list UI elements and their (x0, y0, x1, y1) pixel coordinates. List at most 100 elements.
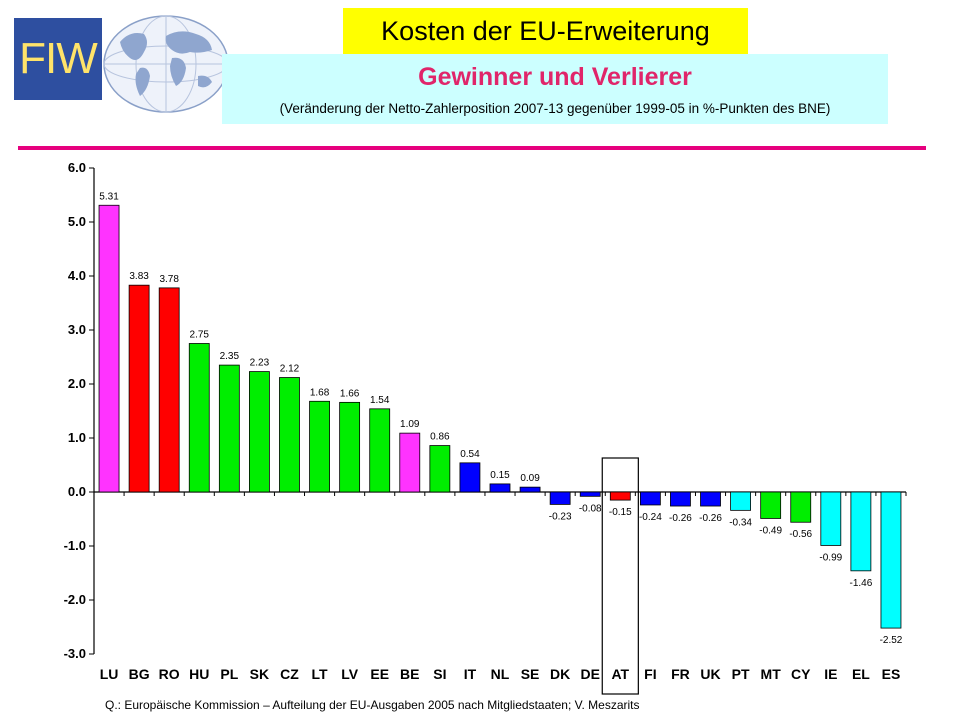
bar-bg (128, 284, 150, 493)
fiw-logo: FIW (14, 18, 102, 100)
category-label: HU (189, 666, 209, 682)
bar-ee (369, 408, 391, 493)
category-label: DK (550, 666, 570, 682)
data-label: 1.68 (310, 387, 330, 398)
bar-pl (218, 364, 240, 493)
category-label: RO (159, 666, 180, 682)
bar-at (609, 491, 631, 501)
category-label: ES (882, 666, 901, 682)
data-label: -0.99 (819, 552, 842, 563)
bar-fi (639, 491, 661, 506)
bar-si (429, 445, 451, 493)
category-label: SI (433, 666, 446, 682)
bar-el (850, 491, 872, 572)
data-label: 2.23 (250, 358, 270, 369)
y-tick-label: 6.0 (68, 160, 86, 175)
data-label: 0.15 (490, 470, 510, 481)
data-label: 2.75 (190, 330, 210, 341)
data-label: 2.12 (280, 364, 300, 375)
category-label: SK (250, 666, 269, 682)
category-label: IT (464, 666, 477, 682)
data-label: -0.23 (549, 511, 572, 522)
data-label: -0.26 (699, 513, 722, 524)
category-label: FI (644, 666, 656, 682)
bar-dk (549, 491, 571, 505)
bar-es (880, 491, 902, 629)
bar-ro (158, 287, 180, 493)
bar-sk (249, 371, 270, 493)
bar-ie (820, 491, 842, 546)
data-label: 3.83 (129, 271, 149, 282)
data-label: 0.54 (460, 449, 480, 460)
data-label: -0.49 (759, 525, 782, 536)
chart-subtitle: Gewinner und Verlierer (418, 63, 692, 91)
category-label: PL (220, 666, 238, 682)
y-tick-label: -1.0 (64, 538, 86, 553)
bar-nl (489, 483, 511, 493)
bar-de (579, 491, 601, 497)
data-label: 1.09 (400, 419, 420, 430)
subtitle-panel: Gewinner und Verlierer (Veränderung der … (222, 54, 888, 124)
globe-icon (103, 15, 229, 113)
bar-lt (309, 400, 330, 493)
data-label: 0.86 (430, 432, 450, 443)
y-tick-label: -2.0 (64, 592, 86, 607)
data-label: -0.15 (609, 507, 632, 518)
data-label: -0.26 (669, 513, 692, 524)
category-label: CZ (280, 666, 299, 682)
category-label: UK (700, 666, 720, 682)
category-label: PT (732, 666, 750, 682)
bar-cz (279, 377, 300, 493)
y-tick-label: 5.0 (68, 214, 86, 229)
bar-it (459, 462, 481, 493)
data-label: -0.34 (729, 517, 752, 528)
y-tick-label: 0.0 (68, 484, 86, 499)
category-label: FR (671, 666, 690, 682)
category-label: BE (400, 666, 419, 682)
category-label: LT (312, 666, 329, 682)
highlight-box (601, 457, 639, 695)
data-label: 3.78 (159, 274, 179, 285)
data-label: -0.08 (579, 503, 602, 514)
page-title: Kosten der EU-Erweiterung (343, 8, 748, 54)
category-label: LU (100, 666, 119, 682)
bar-be (399, 432, 421, 493)
data-label: -0.24 (639, 512, 662, 523)
bar-cy (790, 491, 812, 523)
bar-pt (730, 491, 751, 511)
data-label: 0.09 (520, 473, 540, 484)
bar-lv (339, 401, 361, 493)
bar-chart: 6.0 5.0 4.0 3.0 2.0 1.0 0.0 -1.0 -2.0 -3.0 5.31 LU 3… (64, 160, 907, 695)
bar-lu (98, 204, 120, 493)
category-label: NL (491, 666, 510, 682)
category-label: CY (791, 666, 811, 682)
data-label: -1.46 (849, 578, 872, 589)
y-tick-label: 3.0 (68, 322, 86, 337)
category-label: BG (129, 666, 150, 682)
category-label: LV (341, 666, 359, 682)
y-tick-label: 2.0 (68, 376, 86, 391)
divider-rule (18, 146, 926, 150)
data-label: 1.54 (370, 395, 390, 406)
data-label: 1.66 (340, 388, 360, 399)
y-tick-label: 1.0 (68, 430, 86, 445)
y-tick-label: 4.0 (68, 268, 86, 283)
bar-fr (670, 491, 691, 507)
chart-note: (Veränderung der Netto-Zahlerposition 20… (279, 101, 831, 116)
y-tick-label: -3.0 (64, 646, 86, 661)
bar-uk (700, 491, 721, 507)
data-label: -0.56 (789, 529, 812, 540)
bar-mt (760, 491, 782, 519)
bar-hu (188, 343, 210, 493)
category-label: EE (370, 666, 389, 682)
category-label: MT (761, 666, 782, 682)
source-note: Q.: Europäische Kommission – Aufteilung … (105, 698, 640, 712)
data-label: 5.31 (99, 191, 119, 202)
category-label: DE (580, 666, 599, 682)
category-label: EL (852, 666, 870, 682)
bar-se (519, 486, 541, 493)
data-label: 2.35 (220, 351, 240, 362)
category-label: SE (521, 666, 540, 682)
category-label: AT (611, 666, 629, 682)
category-label: IE (824, 666, 837, 682)
